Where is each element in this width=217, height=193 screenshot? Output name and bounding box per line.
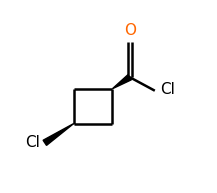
Polygon shape [43,124,74,145]
Polygon shape [112,75,132,89]
Text: O: O [124,23,136,38]
Text: Cl: Cl [25,135,40,150]
Text: Cl: Cl [160,82,174,97]
